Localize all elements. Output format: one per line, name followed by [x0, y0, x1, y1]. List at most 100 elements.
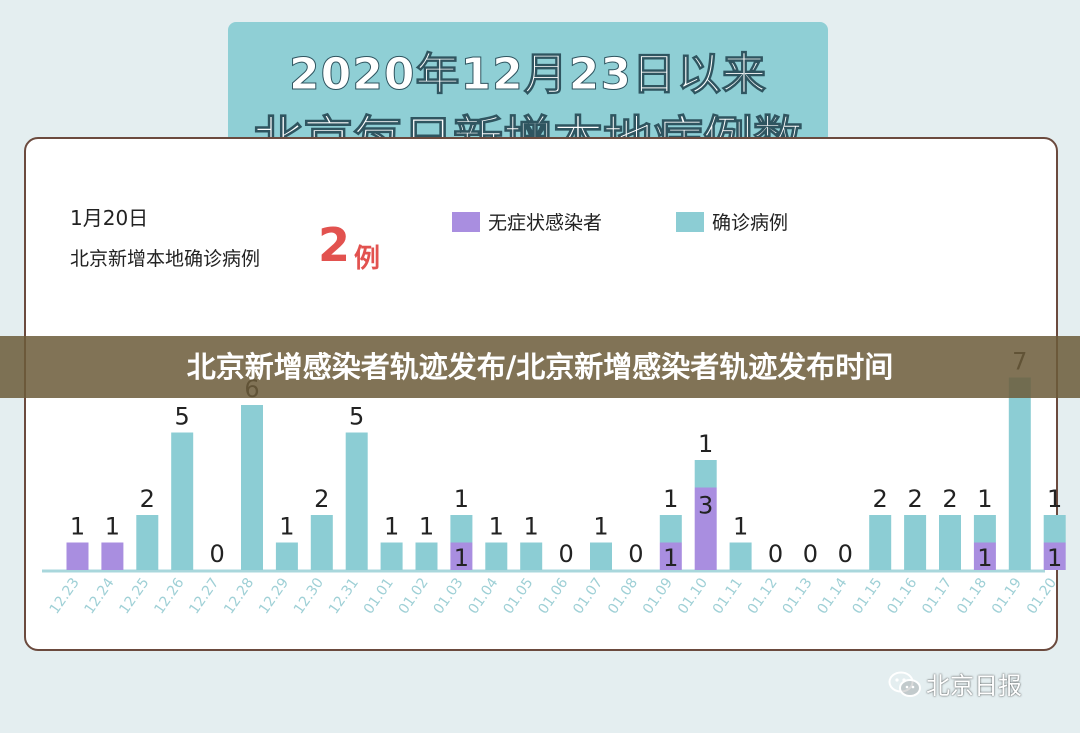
data-label-confirmed: 2 [942, 485, 957, 513]
bar-confirmed [729, 542, 752, 570]
bar-confirmed [973, 515, 996, 543]
data-label-confirmed: 2 [314, 485, 329, 513]
x-tick-label: 01.03 [431, 575, 467, 617]
bar-confirmed [380, 542, 403, 570]
data-label-confirmed: 1 [524, 513, 539, 541]
bar-confirmed [136, 515, 159, 570]
x-tick-label: 01.07 [570, 575, 606, 617]
data-label-asymptomatic: 1 [454, 544, 469, 572]
data-label-confirmed: 1 [489, 513, 504, 541]
bar-asymptomatic [1043, 542, 1066, 570]
bar-confirmed [171, 432, 194, 570]
data-label-confirmed: 1 [454, 485, 469, 513]
legend-swatch-confirmed [676, 212, 704, 232]
data-label-asymptomatic: 3 [698, 492, 713, 520]
bar-confirmed [659, 515, 682, 543]
data-label-zero: 0 [209, 540, 224, 568]
data-label-zero: 0 [838, 540, 853, 568]
wechat-icon [888, 671, 921, 697]
summary-date: 1月20日 [70, 206, 149, 230]
x-tick-label: 12.24 [82, 575, 118, 617]
data-label-confirmed: 5 [349, 403, 364, 431]
data-label-zero: 0 [558, 540, 573, 568]
data-label-confirmed: 1 [384, 513, 399, 541]
legend-label-confirmed: 确诊病例 [712, 212, 789, 234]
x-tick-label: 01.04 [465, 575, 501, 617]
x-tick-label: 01.06 [535, 575, 571, 617]
data-label-zero: 0 [628, 540, 643, 568]
data-label-confirmed: 1 [698, 430, 713, 458]
bar-asymptomatic [101, 542, 124, 570]
data-label-confirmed: 2 [907, 485, 922, 513]
x-tick-label: 12.29 [256, 575, 292, 617]
x-tick-label: 12.28 [221, 575, 257, 617]
bar-confirmed [1043, 515, 1066, 543]
data-label-confirmed: 2 [873, 485, 888, 513]
banner-text: 北京新增感染者轨迹发布/北京新增感染者轨迹发布时间 [186, 350, 894, 384]
bar-confirmed [415, 542, 438, 570]
x-tick-label: 01.15 [849, 575, 885, 617]
x-tick-label: 01.10 [675, 575, 711, 617]
legend-label-asymptomatic: 无症状感染者 [488, 212, 603, 234]
x-tick-label: 01.18 [954, 575, 990, 617]
bar-confirmed [939, 515, 961, 570]
bar-confirmed [904, 515, 927, 570]
data-label-asymptomatic: 1 [105, 513, 120, 541]
bar-confirmed [241, 405, 263, 570]
x-tick-label: 01.08 [605, 575, 641, 617]
x-tick-label: 12.31 [326, 575, 362, 617]
x-tick-label: 01.11 [710, 575, 746, 617]
data-label-confirmed: 1 [593, 513, 608, 541]
x-tick-label: 12.26 [151, 575, 187, 617]
data-label-confirmed: 1 [977, 485, 992, 513]
x-tick-label: 01.20 [1024, 575, 1060, 617]
data-label-asymptomatic: 1 [977, 544, 992, 572]
data-label-asymptomatic: 1 [663, 544, 678, 572]
x-tick-label: 01.12 [745, 575, 781, 617]
legend-item-confirmed: 确诊病例 [676, 208, 788, 235]
x-tick-label: 01.16 [884, 575, 920, 617]
data-label-asymptomatic: 1 [70, 513, 85, 541]
x-tick-label: 12.30 [291, 575, 327, 617]
bar-confirmed [275, 542, 298, 570]
summary-label: 北京新增本地确诊病例 [70, 248, 261, 270]
data-label-confirmed: 1 [279, 513, 294, 541]
bar-confirmed [450, 515, 473, 543]
bar-asymptomatic [450, 542, 473, 570]
x-tick-label: 01.19 [989, 575, 1025, 617]
data-label-zero: 0 [768, 540, 783, 568]
bar-confirmed [310, 515, 333, 570]
bar-confirmed [1008, 377, 1031, 570]
x-tick-label: 01.13 [780, 575, 816, 617]
watermark-text: 北京日报 [926, 672, 1022, 700]
data-label-asymptomatic: 1 [1047, 544, 1062, 572]
x-tick-label: 01.01 [361, 575, 397, 617]
bar-asymptomatic [66, 542, 89, 570]
bar-confirmed [345, 432, 368, 570]
bar-confirmed [694, 460, 717, 488]
x-tick-label: 12.23 [47, 575, 83, 617]
watermark: 北京日报 [888, 668, 1022, 704]
title-line1: 2020年12月23日以来 [289, 49, 767, 101]
summary-count: 2 [318, 218, 351, 272]
x-tick-label: 01.17 [919, 575, 955, 617]
bar-asymptomatic [694, 487, 717, 570]
x-tick-label: 12.25 [116, 575, 152, 617]
data-label-confirmed: 1 [1047, 485, 1062, 513]
data-label-confirmed: 5 [175, 403, 190, 431]
x-tick-label: 01.05 [500, 575, 536, 617]
x-tick-label: 01.09 [640, 575, 676, 617]
bar-confirmed [590, 542, 612, 570]
bar-confirmed [869, 515, 892, 570]
data-label-confirmed: 1 [663, 485, 678, 513]
data-label-confirmed: 1 [733, 513, 748, 541]
data-label-confirmed: 2 [140, 485, 155, 513]
bar-confirmed [485, 542, 508, 570]
summary-unit: 例 [354, 244, 381, 274]
legend-item-asymptomatic: 无症状感染者 [452, 208, 602, 235]
bar-asymptomatic [659, 542, 682, 570]
bar-asymptomatic [973, 542, 996, 570]
data-label-confirmed: 1 [419, 513, 434, 541]
x-tick-label: 12.27 [186, 575, 222, 617]
